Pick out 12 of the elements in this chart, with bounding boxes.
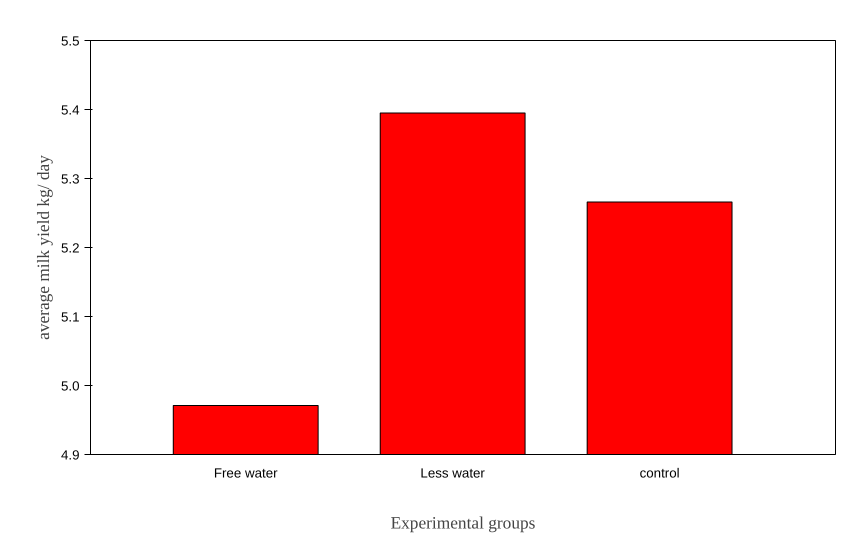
y-tick-label: 5.5: [60, 34, 80, 48]
x-tick-label: Free water: [214, 466, 278, 480]
y-tick-label: 5.2: [60, 240, 80, 256]
y-axis-title: average milk yield kg/ day: [34, 154, 53, 340]
x-tick-label: control: [640, 466, 680, 480]
x-tick-label: Less water: [420, 466, 486, 480]
y-tick-label: 5.3: [60, 172, 80, 186]
y-tick-label: 5.1: [60, 310, 80, 324]
x-axis-title: Experimental groups: [390, 514, 536, 532]
y-tick-label: 5.4: [60, 102, 80, 118]
y-tick-label: 4.9: [60, 448, 80, 462]
y-tick-label: 5.0: [60, 378, 80, 394]
